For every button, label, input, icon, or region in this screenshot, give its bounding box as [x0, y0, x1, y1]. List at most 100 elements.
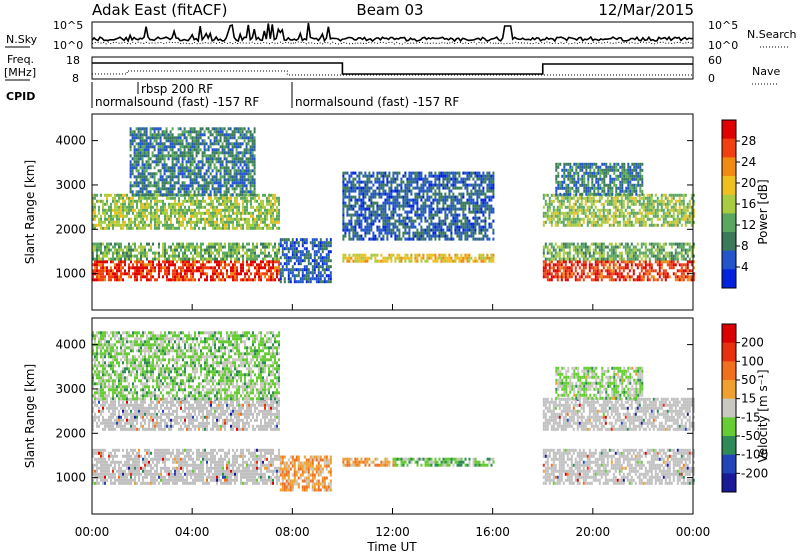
- scatter-cell: [166, 208, 168, 212]
- scatter-cell: [556, 251, 559, 255]
- scatter-cell: [480, 259, 483, 263]
- scatter-cell: [321, 250, 324, 254]
- scatter-cell: [118, 217, 120, 221]
- scatter-cell: [168, 196, 170, 200]
- scatter-cell: [182, 199, 184, 203]
- scatter-cell: [376, 228, 379, 232]
- scatter-cell: [182, 263, 184, 267]
- scatter-cell: [614, 278, 617, 282]
- scatter-cell: [352, 177, 355, 181]
- scatter-cell: [237, 166, 240, 170]
- scatter-cell: [136, 223, 138, 227]
- scatter-cell: [124, 269, 126, 273]
- scatter-cell: [420, 259, 423, 263]
- scatter-cell: [264, 245, 266, 249]
- scatter-cell: [215, 172, 218, 176]
- scatter-cell: [192, 193, 194, 197]
- scatter-cell: [150, 266, 152, 270]
- scatter-cell: [390, 189, 393, 193]
- scatter-cell: [666, 275, 669, 279]
- scatter-cell: [188, 199, 190, 203]
- scatter-cell: [189, 157, 192, 161]
- scatter-cell: [422, 192, 425, 196]
- scatter-cell: [386, 228, 389, 232]
- scatter-cell: [270, 260, 272, 264]
- scatter-cell: [578, 248, 581, 252]
- scatter-cell: [174, 275, 176, 279]
- scatter-cell: [228, 220, 230, 224]
- scatter-cell: [488, 256, 491, 260]
- scatter-cell: [301, 244, 304, 248]
- scatter-cell: [239, 136, 242, 140]
- scatter-cell: [133, 166, 136, 170]
- scatter-cell: [190, 266, 192, 270]
- scatter-cell: [566, 242, 569, 246]
- scatter-cell: [404, 186, 407, 190]
- scatter-cell: [348, 177, 351, 181]
- scatter-cell: [287, 274, 290, 278]
- scatter-cell: [262, 217, 264, 221]
- scatter-cell: [362, 237, 365, 241]
- scatter-cell: [160, 254, 162, 258]
- scatter-cell: [272, 217, 274, 221]
- scatter-cell: [224, 266, 226, 270]
- scatter-cell: [224, 199, 226, 203]
- scatter-cell: [588, 275, 591, 279]
- scatter-cell: [572, 245, 575, 249]
- scatter-cell: [297, 259, 300, 263]
- scatter-cell: [223, 169, 226, 173]
- scatter-cell: [180, 269, 182, 273]
- scatter-cell: [179, 169, 182, 173]
- scatter-cell: [472, 177, 475, 181]
- scatter-cell: [196, 251, 198, 255]
- scatter-cell: [224, 260, 226, 264]
- scatter-cell: [438, 222, 441, 226]
- scatter-cell: [614, 254, 617, 258]
- scatter-cell: [171, 136, 174, 140]
- scatter-cell: [295, 241, 298, 245]
- scatter-cell: [240, 214, 242, 218]
- scatter-cell: [238, 211, 240, 215]
- scatter-cell: [264, 220, 266, 224]
- scatter-cell: [231, 154, 234, 158]
- scatter-cell: [112, 257, 114, 261]
- scatter-cell: [196, 211, 198, 215]
- scatter-cell: [158, 193, 160, 197]
- scatter-cell: [207, 145, 210, 149]
- scatter-cell: [299, 268, 302, 272]
- scatter-cell: [191, 160, 194, 164]
- scatter-cell: [456, 256, 459, 260]
- scatter-cell: [610, 272, 613, 276]
- scatter-cell: [305, 271, 308, 275]
- scatter-cell: [185, 166, 188, 170]
- scatter-cell: [224, 220, 226, 224]
- scatter-cell: [124, 199, 126, 203]
- scatter-cell: [181, 154, 184, 158]
- scatter-cell: [201, 139, 204, 143]
- scatter-cell: [274, 266, 276, 270]
- scatter-cell: [141, 151, 144, 155]
- scatter-cell: [185, 169, 188, 173]
- scatter-cell: [315, 265, 318, 269]
- scatter-cell: [178, 251, 180, 255]
- scatter-cell: [480, 228, 483, 232]
- scatter-cell: [366, 225, 369, 229]
- scatter-cell: [94, 263, 96, 267]
- scatter-cell: [492, 259, 495, 263]
- scatter-cell: [185, 193, 188, 197]
- scatter-cell: [222, 272, 224, 276]
- scatter-cell: [126, 193, 128, 197]
- scatter-cell: [178, 196, 180, 200]
- scatter-cell: [285, 253, 288, 257]
- scatter-cell: [416, 183, 419, 187]
- scatter-cell: [454, 186, 457, 190]
- scatter-cell: [229, 172, 232, 176]
- scatter-cell: [466, 237, 469, 241]
- scatter-cell: [384, 219, 387, 223]
- scatter-cell: [226, 205, 228, 209]
- scatter-cell: [238, 257, 240, 261]
- scatter-cell: [233, 187, 236, 191]
- scatter-cell: [442, 186, 445, 190]
- scatter-cell: [162, 242, 164, 246]
- scatter-cell: [684, 263, 687, 267]
